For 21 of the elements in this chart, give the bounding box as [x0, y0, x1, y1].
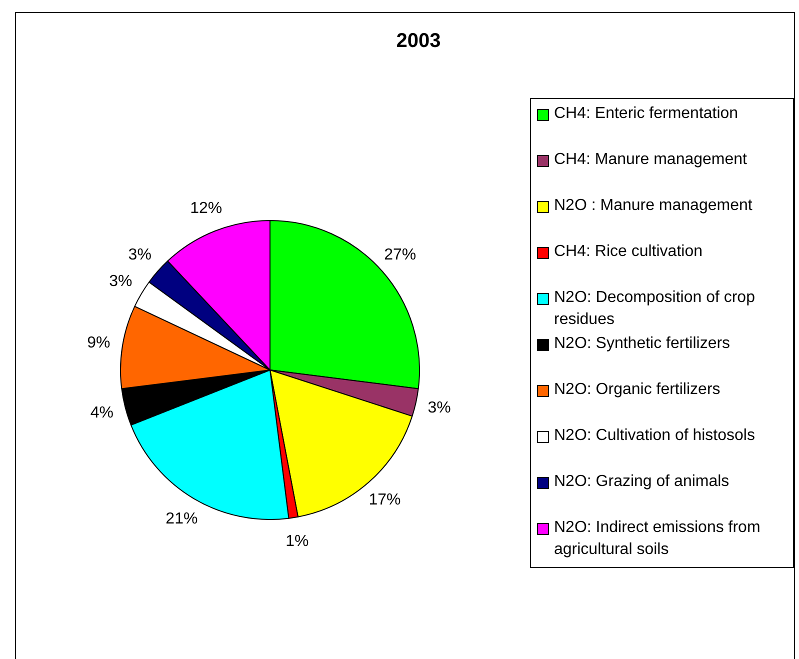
data-label: 3% [109, 273, 132, 290]
data-label: 3% [428, 399, 451, 416]
legend-label: N2O: Synthetic fertilizers [554, 334, 730, 354]
data-label: 21% [166, 510, 198, 528]
data-label: 12% [190, 200, 222, 218]
data-label: 4% [90, 404, 114, 422]
data-label: 27% [384, 246, 416, 264]
legend-label: N2O : Manure management [554, 196, 752, 216]
data-label: 17% [368, 492, 401, 509]
legend-label: CH4: Manure management [554, 150, 747, 170]
legend-label: N2O: Indirect emissions from agricultural soils [554, 518, 762, 560]
data-label: 1% [286, 532, 309, 550]
legend-label: N2O: Cultivation of histosols [554, 426, 755, 446]
data-label: 3% [128, 246, 152, 264]
legend-label: N2O: Organic fertilizers [554, 380, 720, 400]
legend-label: N2O: Decomposition of crop residues [554, 288, 756, 330]
legend-label: CH4: Rice cultivation [554, 242, 702, 262]
data-label: 9% [87, 334, 110, 352]
chart-title: 2003 [395, 30, 442, 53]
legend-label: N2O: Grazing of animals [554, 472, 730, 492]
legend-label: CH4: Enteric fermentation [554, 104, 738, 124]
